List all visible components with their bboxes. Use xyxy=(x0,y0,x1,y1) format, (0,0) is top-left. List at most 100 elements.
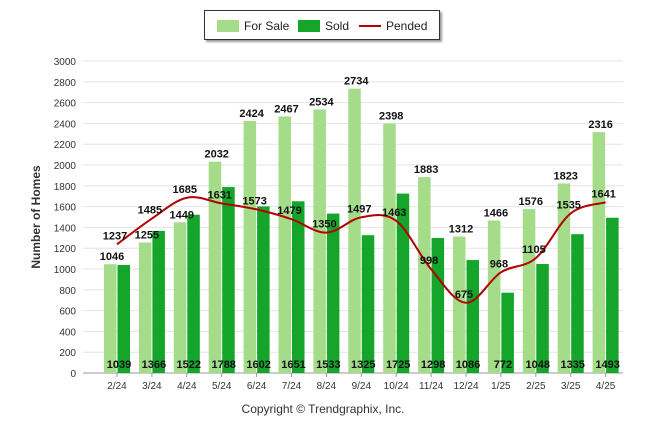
sold-value-label: 1335 xyxy=(560,359,584,371)
sold-value-label: 1522 xyxy=(177,359,201,371)
for-sale-bar xyxy=(557,183,571,373)
sold-bar xyxy=(257,206,270,373)
for-sale-value-label: 2734 xyxy=(344,76,369,88)
pended-value-label: 1631 xyxy=(207,189,231,201)
sold-bar xyxy=(501,292,514,373)
for-sale-bar xyxy=(487,220,501,373)
pended-value-label: 1497 xyxy=(347,203,371,215)
y-tick-label: 1200 xyxy=(54,244,77,255)
for-sale-bar xyxy=(453,236,466,373)
for-sale-bar xyxy=(278,116,291,373)
x-tick-label: 3/24 xyxy=(142,381,162,392)
pended-value-label: 1485 xyxy=(138,205,162,217)
x-tick-label: 3/25 xyxy=(561,381,581,392)
sold-value-label: 1788 xyxy=(211,359,235,371)
sold-value-label: 1651 xyxy=(281,359,305,371)
sold-bar xyxy=(152,230,165,373)
for-sale-value-label: 2467 xyxy=(274,103,298,115)
for-sale-bar xyxy=(348,88,361,373)
pended-value-label: 1105 xyxy=(522,244,546,256)
for-sale-bar xyxy=(418,177,431,373)
y-tick-label: 2800 xyxy=(54,78,77,89)
y-tick-label: 2200 xyxy=(54,140,77,151)
x-tick-label: 8/24 xyxy=(317,381,337,392)
legend-item-for-sale[interactable]: For Sale xyxy=(217,18,289,34)
y-tick-label: 2600 xyxy=(54,99,77,110)
sold-bar xyxy=(396,193,410,373)
pended-line xyxy=(116,196,606,304)
sold-value-label: 772 xyxy=(494,359,512,371)
sold-value-label: 1366 xyxy=(142,359,166,371)
x-tick-label: 2/24 xyxy=(107,381,127,392)
sold-value-label: 1048 xyxy=(526,359,550,371)
y-tick-label: 2400 xyxy=(54,119,77,130)
sold-bar xyxy=(606,217,619,373)
legend-label-pended: Pended xyxy=(386,19,428,33)
y-tick-label: 400 xyxy=(59,327,76,338)
for-sale-value-label: 2316 xyxy=(588,119,612,131)
sold-value-label: 1298 xyxy=(421,359,445,371)
pended-value-label: 998 xyxy=(420,255,438,267)
for-sale-value-label: 1883 xyxy=(414,164,438,176)
y-tick-label: 1800 xyxy=(54,182,77,193)
for-sale-value-label: 2424 xyxy=(239,108,264,120)
x-tick-label: 2/25 xyxy=(526,381,546,392)
legend-item-sold[interactable]: Sold xyxy=(298,18,349,34)
sold-value-label: 1602 xyxy=(246,359,270,371)
legend-label-for-sale: For Sale xyxy=(244,19,290,33)
pended-value-label: 1685 xyxy=(173,184,197,196)
x-tick-label: 12/24 xyxy=(453,381,478,392)
y-tick-label: 1400 xyxy=(54,223,77,234)
x-tick-label: 5/24 xyxy=(212,381,232,392)
pended-value-label: 1641 xyxy=(591,188,615,200)
for-sale-value-label: 2398 xyxy=(379,111,403,123)
pended-value-label: 1573 xyxy=(242,195,266,207)
for-sale-value-label: 2534 xyxy=(309,96,334,108)
for-sale-bar xyxy=(592,132,606,373)
sold-bar xyxy=(431,238,445,373)
y-axis-title: Number of Homes xyxy=(29,165,43,269)
sold-bar xyxy=(361,235,375,373)
x-tick-label: 6/24 xyxy=(247,381,267,392)
x-tick-label: 4/24 xyxy=(177,381,197,392)
y-tick-label: 800 xyxy=(59,286,76,297)
y-tick-label: 0 xyxy=(70,369,76,380)
pended-value-label: 1350 xyxy=(312,219,336,231)
sold-bar xyxy=(571,234,584,373)
y-tick-label: 1600 xyxy=(54,203,77,214)
for-sale-value-label: 1255 xyxy=(135,229,159,241)
for-sale-value-label: 1823 xyxy=(553,170,577,182)
pended-value-label: 968 xyxy=(490,258,508,270)
for-sale-value-label: 1449 xyxy=(170,209,194,221)
legend-item-pended[interactable]: Pended xyxy=(359,18,427,34)
sold-bar xyxy=(117,264,130,373)
y-tick-label: 2000 xyxy=(54,161,77,172)
for-sale-bar xyxy=(313,109,326,374)
sold-swatch-icon xyxy=(298,20,320,32)
copyright-text: Copyright © Trendgraphix, Inc. xyxy=(241,402,405,416)
legend-label-sold: Sold xyxy=(325,19,350,33)
sold-value-label: 1039 xyxy=(107,359,131,371)
for-sale-bar xyxy=(173,222,187,373)
for-sale-value-label: 1466 xyxy=(484,208,508,220)
x-tick-label: 10/24 xyxy=(384,381,409,392)
sold-value-label: 1086 xyxy=(456,359,480,371)
sold-bar xyxy=(292,201,305,373)
for-sale-bar xyxy=(138,242,152,373)
for-sale-value-label: 1576 xyxy=(519,196,543,208)
for-sale-swatch-icon xyxy=(217,20,239,32)
sold-bar xyxy=(536,264,549,373)
for-sale-bar xyxy=(383,123,396,373)
x-tick-label: 7/24 xyxy=(282,381,302,392)
pended-value-label: 1479 xyxy=(277,205,301,217)
for-sale-value-label: 2032 xyxy=(204,149,228,161)
pended-line-icon xyxy=(359,25,381,27)
x-tick-label: 11/24 xyxy=(419,381,444,392)
y-tick-label: 3000 xyxy=(54,57,77,68)
for-sale-bar xyxy=(243,120,257,374)
for-sale-value-label: 1312 xyxy=(449,224,473,236)
sold-value-label: 1725 xyxy=(386,359,410,371)
pended-value-label: 1237 xyxy=(103,230,127,242)
for-sale-value-label: 1046 xyxy=(100,251,124,263)
y-tick-label: 200 xyxy=(59,348,76,359)
